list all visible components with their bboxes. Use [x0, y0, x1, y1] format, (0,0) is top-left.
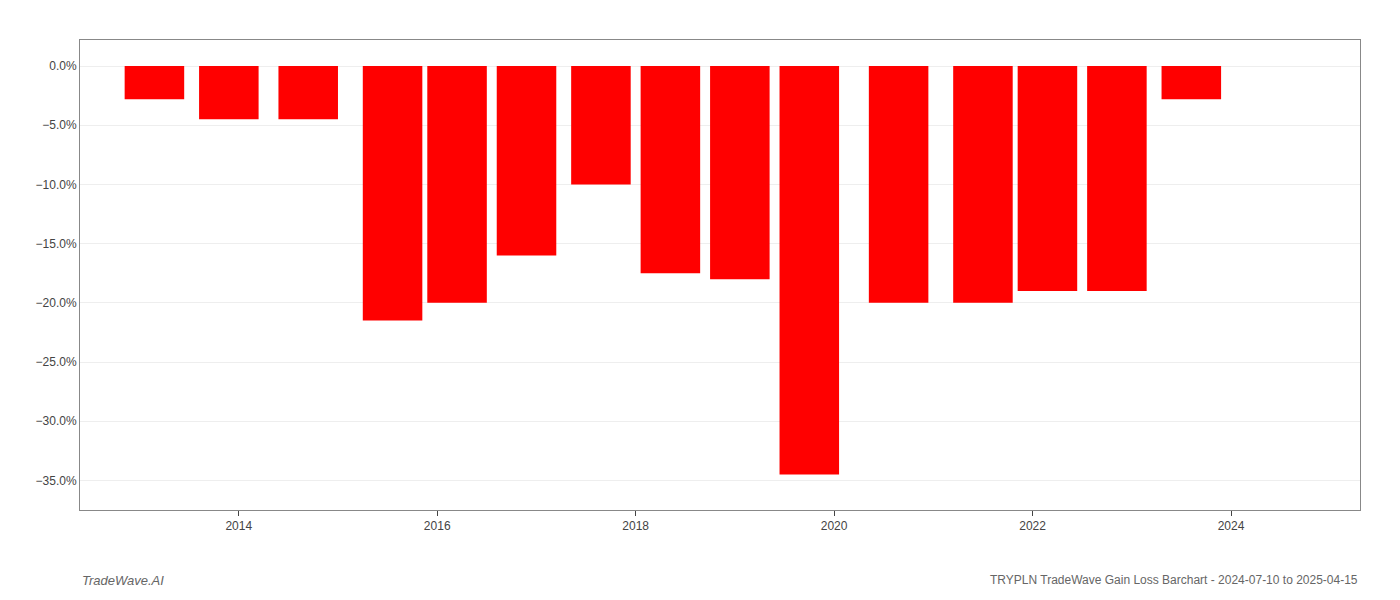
svg-text:TRYPLN TradeWave Gain Loss Bar: TRYPLN TradeWave Gain Loss Barchart - 20… [990, 573, 1358, 587]
svg-text:2018: 2018 [622, 519, 649, 533]
svg-text:−5.0%: −5.0% [42, 118, 77, 132]
svg-text:−10.0%: −10.0% [36, 178, 77, 192]
svg-text:−20.0%: −20.0% [36, 296, 77, 310]
svg-text:2014: 2014 [225, 519, 252, 533]
svg-text:0.0%: 0.0% [49, 59, 77, 73]
svg-text:TradeWave.AI: TradeWave.AI [82, 573, 164, 588]
svg-text:2022: 2022 [1019, 519, 1046, 533]
svg-text:2016: 2016 [424, 519, 451, 533]
svg-text:−35.0%: −35.0% [36, 474, 77, 488]
svg-text:−15.0%: −15.0% [36, 237, 77, 251]
svg-text:−30.0%: −30.0% [36, 414, 77, 428]
svg-text:2024: 2024 [1218, 519, 1245, 533]
svg-text:2020: 2020 [821, 519, 848, 533]
svg-text:−25.0%: −25.0% [36, 355, 77, 369]
